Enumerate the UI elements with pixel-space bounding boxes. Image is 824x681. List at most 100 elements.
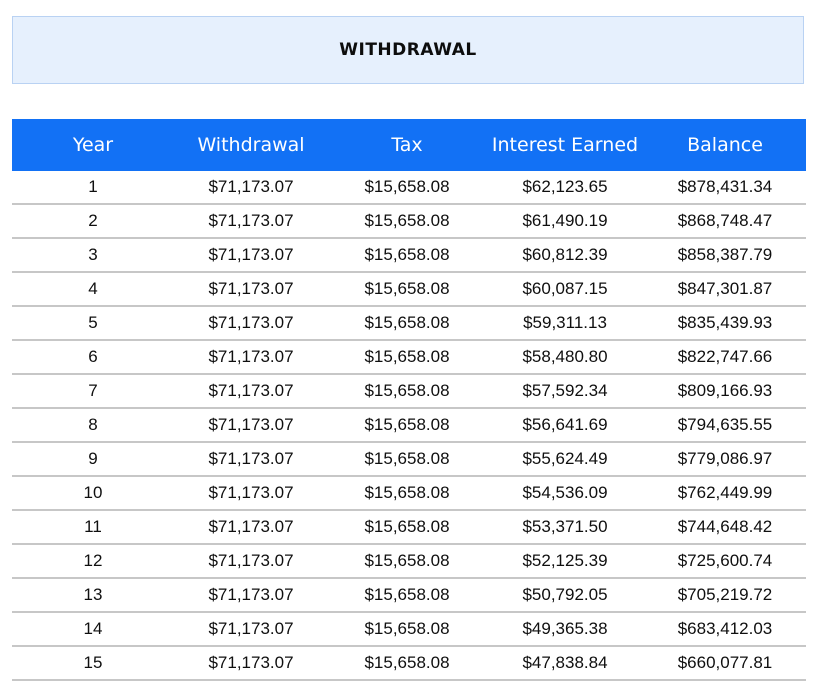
table-row: 11 $71,173.07 $15,658.08 $53,371.50 $744,648… (12, 510, 806, 545)
cell-interest-earned: $56,641.69 (486, 408, 644, 443)
cell-balance: $683,412.03 (644, 612, 806, 647)
cell-year: 11 (12, 510, 174, 545)
table-row: 12 $71,173.07 $15,658.08 $52,125.39 $725,600… (12, 544, 806, 579)
table-row: 3 $71,173.07 $15,658.08 $60,812.39 $858,387.… (12, 238, 806, 273)
cell-year: 8 (12, 408, 174, 443)
cell-balance: $744,648.42 (644, 510, 806, 545)
table-row: 14 $71,173.07 $15,658.08 $49,365.38 $683,412… (12, 612, 806, 647)
cell-balance: $779,086.97 (644, 442, 806, 477)
cell-withdrawal: $71,173.07 (174, 340, 328, 375)
cell-interest-earned: $60,087.15 (486, 272, 644, 307)
cell-withdrawal: $71,173.07 (174, 204, 328, 239)
cell-interest-earned: $52,125.39 (486, 544, 644, 579)
table-row: 1 $71,173.07 $15,658.08 $62,123.65 $878,431.… (12, 171, 806, 205)
cell-interest-earned: $49,365.38 (486, 612, 644, 647)
cell-withdrawal: $71,173.07 (174, 476, 328, 511)
header-balance: Balance (687, 134, 763, 156)
cell-year: 3 (12, 238, 174, 273)
table-row: 2 $71,173.07 $15,658.08 $61,490.19 $868,748.… (12, 204, 806, 239)
cell-tax: $15,658.08 (328, 204, 486, 239)
cell-withdrawal: $71,173.07 (174, 510, 328, 545)
table-row: 7 $71,173.07 $15,658.08 $57,592.34 $809,166.… (12, 374, 806, 409)
table-row: 5 $71,173.07 $15,658.08 $59,311.13 $835,439.… (12, 306, 806, 341)
cell-interest-earned: $61,490.19 (486, 204, 644, 239)
cell-withdrawal: $71,173.07 (174, 408, 328, 443)
cell-balance: $725,600.74 (644, 544, 806, 579)
cell-interest-earned: $53,371.50 (486, 510, 644, 545)
cell-withdrawal: $71,173.07 (174, 171, 328, 205)
cell-withdrawal: $71,173.07 (174, 272, 328, 307)
table-row: 4 $71,173.07 $15,658.08 $60,087.15 $847,301.… (12, 272, 806, 307)
cell-tax: $15,658.08 (328, 544, 486, 579)
table-row: 10 $71,173.07 $15,658.08 $54,536.09 $762,449… (12, 476, 806, 511)
cell-balance: $878,431.34 (644, 171, 806, 205)
cell-tax: $15,658.08 (328, 442, 486, 477)
cell-withdrawal: $71,173.07 (174, 238, 328, 273)
cell-year: 12 (12, 544, 174, 579)
cell-withdrawal: $71,173.07 (174, 306, 328, 341)
withdrawal-table-container: Year Withdrawal Tax Interest Earned Bala… (12, 119, 806, 681)
cell-balance: $858,387.79 (644, 238, 806, 273)
cell-interest-earned: $60,812.39 (486, 238, 644, 273)
cell-interest-earned: $47,838.84 (486, 646, 644, 681)
cell-tax: $15,658.08 (328, 578, 486, 613)
table-row: 15 $71,173.07 $15,658.08 $47,838.84 $660,077… (12, 646, 806, 681)
cell-balance: $822,747.66 (644, 340, 806, 375)
header-year: Year (72, 134, 114, 156)
cell-withdrawal: $71,173.07 (174, 374, 328, 409)
cell-tax: $15,658.08 (328, 340, 486, 375)
cell-withdrawal: $71,173.07 (174, 544, 328, 579)
cell-year: 1 (12, 171, 174, 205)
cell-tax: $15,658.08 (328, 306, 486, 341)
cell-year: 9 (12, 442, 174, 477)
cell-balance: $847,301.87 (644, 272, 806, 307)
table-row: 9 $71,173.07 $15,658.08 $55,624.49 $779,086.… (12, 442, 806, 477)
cell-withdrawal: $71,173.07 (174, 442, 328, 477)
table-body: 1 $71,173.07 $15,658.08 $62,123.65 $878,431.… (12, 171, 806, 681)
cell-year: 13 (12, 578, 174, 613)
title-box: WITHDRAWAL (12, 16, 804, 84)
cell-balance: $660,077.81 (644, 646, 806, 681)
cell-balance: $705,219.72 (644, 578, 806, 613)
cell-year: 7 (12, 374, 174, 409)
cell-tax: $15,658.08 (328, 408, 486, 443)
cell-tax: $15,658.08 (328, 374, 486, 409)
header-interest-earned: Interest Earned (491, 134, 639, 156)
cell-tax: $15,658.08 (328, 510, 486, 545)
table-row: 8 $71,173.07 $15,658.08 $56,641.69 $794,635.… (12, 408, 806, 443)
table-header-row: Year Withdrawal Tax Interest Earned Bala… (12, 119, 806, 171)
cell-tax: $15,658.08 (328, 612, 486, 647)
cell-year: 15 (12, 646, 174, 681)
cell-interest-earned: $50,792.05 (486, 578, 644, 613)
cell-withdrawal: $71,173.07 (174, 578, 328, 613)
cell-year: 5 (12, 306, 174, 341)
cell-balance: $868,748.47 (644, 204, 806, 239)
cell-balance: $794,635.55 (644, 408, 806, 443)
cell-balance: $809,166.93 (644, 374, 806, 409)
cell-year: 2 (12, 204, 174, 239)
header-withdrawal: Withdrawal (197, 134, 305, 156)
cell-tax: $15,658.08 (328, 272, 486, 307)
cell-year: 10 (12, 476, 174, 511)
cell-tax: $15,658.08 (328, 476, 486, 511)
cell-year: 14 (12, 612, 174, 647)
cell-year: 4 (12, 272, 174, 307)
cell-tax: $15,658.08 (328, 646, 486, 681)
cell-tax: $15,658.08 (328, 238, 486, 273)
cell-balance: $835,439.93 (644, 306, 806, 341)
table-row: 13 $71,173.07 $15,658.08 $50,792.05 $705,219… (12, 578, 806, 613)
table-row: 6 $71,173.07 $15,658.08 $58,480.80 $822,747.… (12, 340, 806, 375)
cell-interest-earned: $58,480.80 (486, 340, 644, 375)
cell-withdrawal: $71,173.07 (174, 612, 328, 647)
header-tax: Tax (391, 134, 423, 156)
cell-interest-earned: $55,624.49 (486, 442, 644, 477)
cell-year: 6 (12, 340, 174, 375)
cell-withdrawal: $71,173.07 (174, 646, 328, 681)
cell-balance: $762,449.99 (644, 476, 806, 511)
page-title: WITHDRAWAL (339, 40, 477, 60)
withdrawal-table: Year Withdrawal Tax Interest Earned Bala… (12, 119, 806, 681)
cell-tax: $15,658.08 (328, 171, 486, 205)
cell-interest-earned: $57,592.34 (486, 374, 644, 409)
cell-interest-earned: $59,311.13 (486, 306, 644, 341)
cell-interest-earned: $62,123.65 (486, 171, 644, 205)
